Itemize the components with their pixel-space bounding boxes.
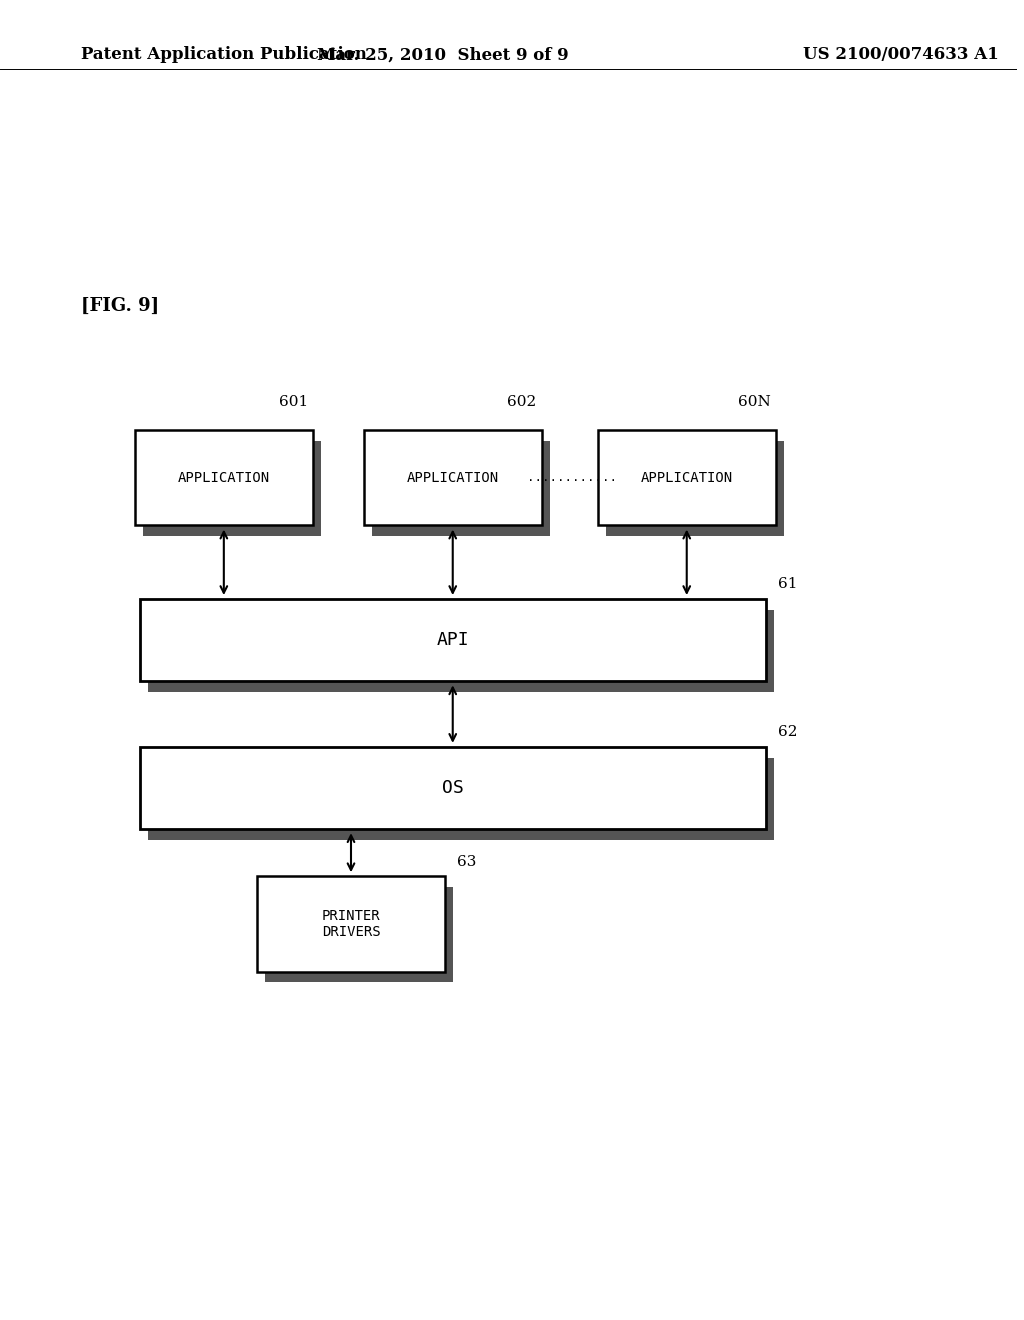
Text: ............: ............ bbox=[526, 471, 616, 484]
FancyBboxPatch shape bbox=[135, 430, 313, 525]
FancyBboxPatch shape bbox=[143, 441, 321, 536]
Text: 61: 61 bbox=[778, 577, 798, 591]
FancyBboxPatch shape bbox=[148, 610, 774, 692]
FancyBboxPatch shape bbox=[606, 441, 784, 536]
FancyBboxPatch shape bbox=[364, 430, 542, 525]
Text: 63: 63 bbox=[458, 854, 477, 869]
Text: APPLICATION: APPLICATION bbox=[641, 471, 733, 484]
Text: OS: OS bbox=[442, 779, 464, 797]
Text: 602: 602 bbox=[508, 395, 537, 409]
FancyBboxPatch shape bbox=[372, 441, 550, 536]
Text: 62: 62 bbox=[778, 725, 798, 739]
Text: API: API bbox=[436, 631, 469, 649]
FancyBboxPatch shape bbox=[257, 876, 445, 972]
Text: [FIG. 9]: [FIG. 9] bbox=[81, 297, 160, 315]
Text: PRINTER
DRIVERS: PRINTER DRIVERS bbox=[322, 909, 380, 939]
FancyBboxPatch shape bbox=[140, 747, 766, 829]
FancyBboxPatch shape bbox=[598, 430, 776, 525]
Text: 60N: 60N bbox=[738, 395, 771, 409]
Text: Mar. 25, 2010  Sheet 9 of 9: Mar. 25, 2010 Sheet 9 of 9 bbox=[316, 46, 568, 63]
FancyBboxPatch shape bbox=[140, 599, 766, 681]
FancyBboxPatch shape bbox=[265, 887, 454, 982]
FancyBboxPatch shape bbox=[148, 758, 774, 840]
Text: 601: 601 bbox=[279, 395, 308, 409]
Text: APPLICATION: APPLICATION bbox=[407, 471, 499, 484]
Text: US 2100/0074633 A1: US 2100/0074633 A1 bbox=[803, 46, 998, 63]
Text: Patent Application Publication: Patent Application Publication bbox=[81, 46, 368, 63]
Text: APPLICATION: APPLICATION bbox=[178, 471, 270, 484]
